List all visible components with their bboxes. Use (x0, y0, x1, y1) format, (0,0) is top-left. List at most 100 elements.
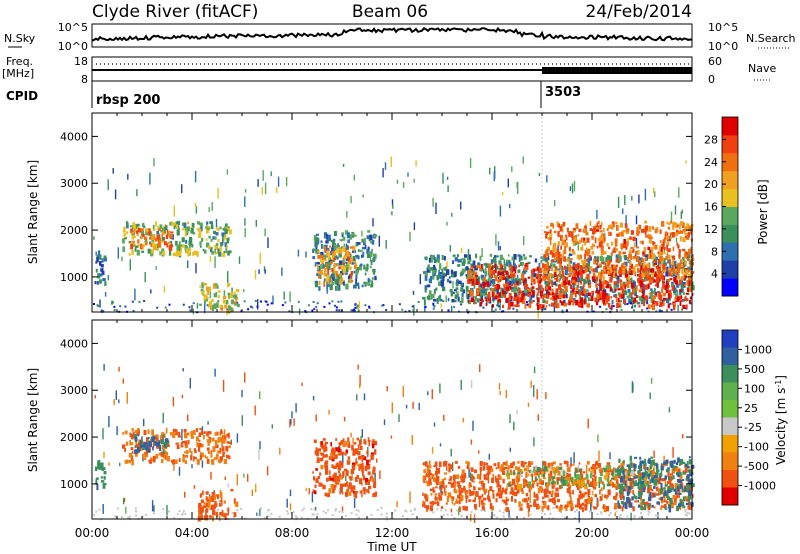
data-cell (628, 253, 632, 259)
data-cell (408, 309, 411, 312)
data-cell (639, 480, 641, 483)
data-cell (314, 484, 317, 488)
data-cell (493, 514, 496, 517)
data-cell (100, 476, 104, 479)
data-cell (514, 292, 517, 297)
data-cell (560, 477, 563, 483)
data-cell (592, 272, 596, 276)
data-cell (145, 241, 148, 246)
data-cell (355, 513, 358, 516)
data-cell (460, 201, 462, 210)
data-cell (131, 428, 134, 432)
data-cell (686, 237, 690, 240)
data-cell (579, 298, 582, 304)
data-cell (487, 298, 490, 301)
data-cell (444, 256, 446, 261)
data-cell (552, 224, 555, 229)
data-cell (616, 277, 620, 284)
data-cell (645, 254, 648, 257)
data-cell (685, 466, 688, 472)
data-cell (544, 250, 548, 256)
data-cell (595, 284, 598, 288)
data-cell (580, 279, 582, 285)
data-cell (651, 504, 654, 508)
data-cell (683, 253, 687, 259)
data-cell (584, 267, 588, 273)
data-cell (608, 514, 611, 517)
data-cell (478, 497, 481, 508)
data-cell (335, 306, 338, 309)
data-cell (334, 448, 336, 454)
data-cell (448, 481, 452, 485)
data-cell (222, 299, 226, 304)
data-cell (651, 268, 655, 274)
data-cell (541, 304, 545, 309)
data-cell (363, 393, 366, 401)
data-cell (213, 230, 216, 235)
freq-panel: Freq. [MHz] 18 8 60 0 Nave (2, 55, 776, 86)
data-cell (589, 220, 592, 227)
data-cell (376, 458, 378, 463)
data-cell (256, 305, 259, 308)
data-cell (355, 269, 359, 275)
data-cell (653, 506, 656, 509)
data-cell (424, 287, 427, 293)
data-cell (575, 469, 579, 473)
data-cell (537, 304, 539, 311)
data-cell (453, 503, 456, 506)
data-cell (541, 506, 544, 512)
data-cell (545, 300, 549, 304)
data-cell (624, 261, 627, 266)
data-cell (431, 269, 435, 275)
data-cell (618, 256, 622, 262)
data-cell (336, 245, 340, 249)
data-cell (423, 469, 427, 473)
data-cell (502, 304, 504, 309)
data-cell (579, 291, 582, 295)
data-cell (661, 221, 665, 227)
data-cell (586, 274, 589, 279)
data-cell (543, 267, 547, 271)
data-cell (103, 364, 105, 371)
data-cell (278, 515, 281, 518)
data-cell (257, 299, 259, 310)
data-cell (684, 463, 688, 467)
data-cell (439, 298, 443, 302)
data-cell (94, 395, 96, 399)
data-cell (506, 483, 509, 486)
data-cell (324, 492, 327, 497)
data-cell (350, 195, 352, 204)
data-cell (678, 254, 681, 258)
data-cell (511, 284, 514, 287)
data-cell (134, 449, 138, 454)
data-cell (326, 442, 328, 445)
data-cell (495, 234, 497, 246)
data-cell (441, 272, 446, 278)
data-cell (510, 274, 514, 278)
data-cell (497, 300, 499, 306)
data-cell (625, 245, 628, 250)
data-cell (470, 297, 475, 303)
data-cell (607, 473, 610, 480)
data-cell (94, 281, 97, 285)
data-cell (167, 444, 170, 447)
data-cell (477, 277, 480, 283)
data-cell (478, 450, 480, 454)
data-cell (667, 303, 670, 309)
data-cell (537, 487, 541, 494)
data-cell (654, 191, 656, 198)
data-cell (585, 474, 589, 480)
data-cell (480, 274, 484, 279)
data-cell (533, 491, 536, 498)
data-cell (335, 272, 338, 278)
data-cell (658, 258, 660, 263)
data-cell (635, 475, 639, 479)
data-cell (427, 264, 430, 270)
data-cell (114, 515, 117, 518)
data-cell (347, 456, 350, 461)
data-cell (359, 263, 363, 267)
data-cell (665, 507, 668, 510)
data-cell (259, 300, 262, 303)
data-cell (582, 492, 586, 497)
data-cell (318, 286, 321, 291)
